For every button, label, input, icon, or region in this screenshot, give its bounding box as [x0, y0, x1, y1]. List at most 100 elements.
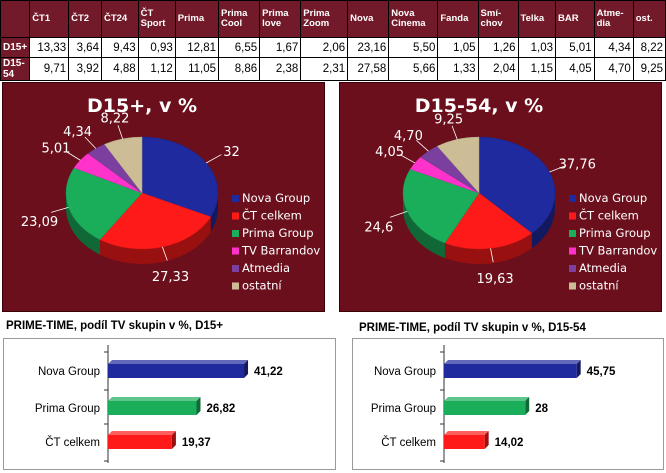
table-cell: 5,01: [555, 37, 595, 58]
table-header-cell: ČT2: [68, 0, 102, 38]
table-header-cell: ost.: [632, 0, 666, 38]
legend-swatch: [232, 265, 239, 272]
table-cell: 4,34: [593, 37, 634, 58]
legend-label: Atmedia: [242, 261, 290, 275]
pie-data-label: 5,01: [42, 141, 71, 156]
pie-leader-line: [416, 139, 429, 152]
bar: [108, 435, 172, 449]
legend-swatch: [569, 282, 576, 290]
table-cell: 12,81: [174, 37, 220, 58]
table-cell: 9,25: [632, 57, 666, 81]
pie-data-label: 23,09: [21, 215, 58, 230]
legend-swatch: [569, 230, 576, 237]
bar-side: [576, 360, 581, 378]
table-cell: 1,33: [437, 57, 479, 81]
pie-leader-line: [399, 154, 416, 164]
pie-data-label: 8,22: [100, 112, 129, 127]
bar-top: [444, 360, 581, 364]
bar-category-label: Nova Group: [374, 366, 436, 378]
pie-leader-line: [162, 246, 168, 261]
table-cell: 3,92: [68, 57, 102, 81]
table-header-cell: Prima: [174, 0, 220, 38]
legend-swatch: [569, 195, 576, 202]
pie-leader-line: [549, 165, 567, 173]
table-cell: 8,86: [217, 57, 261, 81]
table-header-cell: Prima Zoom: [300, 0, 349, 38]
table-header-cell: Nova Cinema: [388, 0, 439, 38]
table-corner-cell: [0, 0, 31, 38]
bar-value-label: 45,75: [587, 366, 616, 378]
bar-panel-d15-54: Nova Group 45,75 Prima Group 28 ČT celkem 14,…: [352, 338, 664, 470]
bar-side: [525, 397, 530, 415]
table-cell: 1,12: [137, 57, 176, 81]
table-cell: 5,66: [388, 57, 439, 81]
bar: [108, 401, 197, 415]
bar-chart-title-d15-54: PRIME-TIME, podíl TV skupin v %, D15-54: [359, 322, 586, 334]
bar: [108, 364, 245, 378]
bar-category-label: Prima Group: [35, 403, 100, 415]
legend-label: TV Barrandov: [241, 244, 320, 258]
legend-swatch: [232, 247, 239, 255]
pie-slice: [402, 168, 480, 244]
bar-category-label: ČT celkem: [381, 436, 436, 449]
legend-label: ČT celkem: [579, 208, 639, 223]
table-header-cell: ČT24: [100, 0, 139, 38]
table-cell: 4,88: [100, 57, 139, 81]
legend-label: TV Barrandov: [578, 244, 657, 258]
pie-data-label: 9,25: [434, 112, 463, 127]
pie-leader-line: [65, 150, 81, 161]
bar-side: [171, 431, 176, 449]
pie-slice: [478, 136, 556, 234]
bar-category-label: Nova Group: [38, 366, 100, 378]
pie-data-label: 24,6: [364, 221, 393, 236]
legend-swatch: [232, 230, 239, 237]
pie-leader-line: [205, 154, 222, 164]
pie-data-label: 4,05: [375, 145, 404, 160]
legend-swatch: [232, 282, 239, 290]
table-cell: 5,50: [388, 37, 439, 58]
table-header-cell: ČT Sport: [137, 0, 176, 38]
table-cell: 1,26: [477, 37, 519, 58]
table-cell: 1,67: [259, 37, 302, 58]
table-cell: 2,04: [477, 57, 519, 81]
bar: [444, 364, 577, 378]
bar-panel-d15plus: Nova Group 41,22 Prima Group 26,82 ČT celkem…: [3, 338, 336, 470]
table-header-cell: BAR: [555, 0, 595, 38]
legend-swatch: [232, 195, 239, 202]
table-header-cell: Nova: [347, 0, 390, 38]
table-header-cell: ČT1: [29, 0, 70, 38]
bar-top: [108, 397, 201, 401]
pie-title: D15-54, v %: [415, 95, 543, 117]
legend-label: Prima Group: [242, 226, 314, 240]
bar-top: [108, 360, 249, 364]
pie-panel-d15plus: D15+, v % 32 27,33 23,09 5,01 4,34 8,22 Nova Gr…: [2, 82, 325, 312]
bar: [444, 401, 526, 415]
table-row-label: D15-54: [0, 57, 31, 81]
legend-swatch: [232, 212, 239, 220]
legend-label: Nova Group: [579, 191, 647, 205]
bar-chart-title-d15plus: PRIME-TIME, podíl TV skupin v %, D15+: [6, 320, 223, 332]
table-cell: 8,22: [632, 37, 666, 58]
pie-leader-line: [51, 206, 69, 213]
legend-label: Atmedia: [579, 261, 627, 275]
pie-leader-line: [490, 248, 494, 263]
table-header-cell: Atme- dia: [593, 0, 634, 38]
pie-slice-side: [66, 193, 100, 255]
legend-swatch: [569, 247, 576, 255]
bar-top: [108, 431, 176, 435]
table-cell: 1,05: [437, 37, 479, 58]
table-cell: 2,06: [300, 37, 349, 58]
pie-slice-side: [210, 193, 219, 232]
pie-panel-d15-54: D15-54, v % 37,76 19,63 24,6 4,05 4,70 9,25 Nov…: [339, 82, 662, 312]
ratings-table: ČT1 ČT2 ČT24 ČT Sport Prima Prima Cool Prima l…: [0, 0, 666, 81]
bar-value-label: 14,02: [495, 437, 524, 449]
legend-label: Prima Group: [579, 226, 651, 240]
bar-value-label: 19,37: [182, 437, 211, 449]
pie-data-label: 27,33: [152, 270, 189, 285]
pie-data-label: 4,70: [394, 129, 423, 144]
table-cell: 23,16: [347, 37, 390, 58]
bar-side: [244, 360, 249, 378]
bar-category-label: ČT celkem: [45, 436, 100, 449]
table-cell: 0,93: [137, 37, 176, 58]
bar-top: [444, 431, 489, 435]
